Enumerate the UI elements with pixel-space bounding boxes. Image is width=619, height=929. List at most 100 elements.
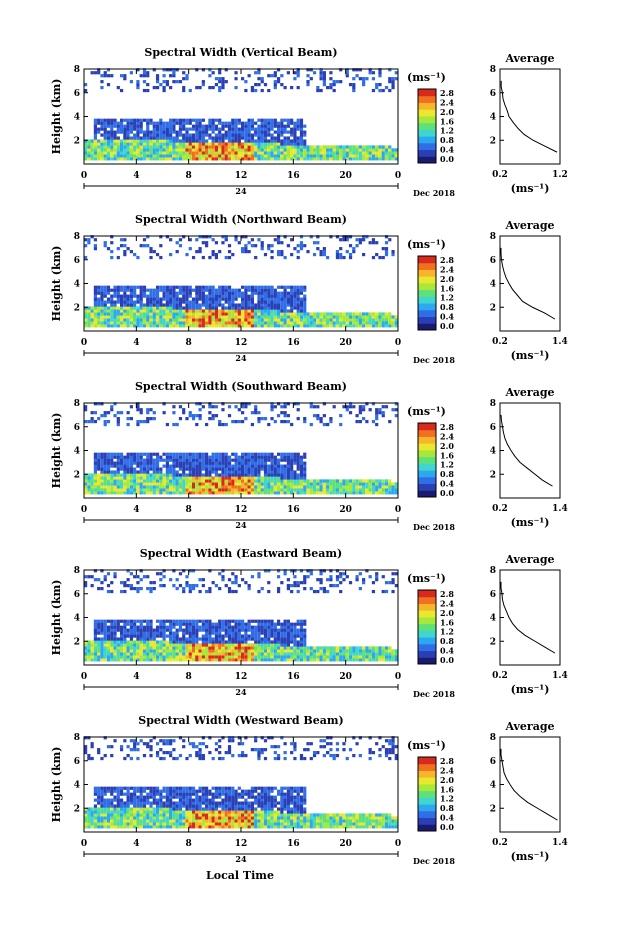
heatmap-cell — [355, 324, 359, 328]
heatmap-cell — [293, 634, 297, 638]
heatmap-cell — [270, 145, 274, 149]
heatmap-cell — [254, 83, 258, 87]
heatmap-cell — [188, 452, 192, 456]
heatmap-cell — [260, 288, 264, 292]
heatmap-cell — [178, 148, 183, 152]
heatmap-cell — [224, 154, 228, 158]
heatmap-cell — [348, 312, 353, 316]
heatmap-cell — [332, 658, 336, 662]
heatmap-cell — [106, 74, 111, 78]
heatmap-cell — [322, 402, 326, 406]
heatmap-cell — [237, 288, 241, 292]
heatmap-cell — [381, 247, 385, 251]
heatmap-cell — [218, 461, 222, 465]
heatmap-cell — [146, 473, 150, 477]
heatmap-cell — [218, 646, 222, 650]
heatmap-cell — [155, 479, 160, 483]
heatmap-cell — [234, 77, 238, 81]
heatmap-cell — [129, 297, 133, 301]
heatmap-cell — [273, 461, 277, 465]
heatmap-cell — [175, 464, 179, 468]
heatmap-cell — [139, 411, 143, 415]
heatmap-cell — [234, 139, 238, 143]
heatmap-cell — [113, 145, 117, 149]
heatmap-cell — [290, 130, 294, 134]
heatmap-cell — [257, 485, 261, 489]
heatmap-cell — [221, 291, 225, 295]
heatmap-cell — [312, 485, 317, 489]
heatmap-cell — [178, 324, 183, 328]
heatmap-cell — [293, 473, 297, 477]
heatmap-cell — [208, 625, 212, 629]
heatmap-cell — [211, 414, 215, 418]
heatmap-cell — [322, 145, 326, 149]
heatmap-cell — [384, 235, 389, 239]
heatmap-cell — [378, 485, 382, 489]
heatmap-cell — [93, 485, 98, 489]
heatmap-cell — [133, 655, 137, 659]
heatmap-cell — [175, 312, 179, 316]
heatmap-cell — [270, 255, 274, 260]
heatmap-cell — [126, 467, 130, 471]
heatmap-cell — [270, 136, 274, 140]
heatmap-cell — [241, 646, 245, 650]
heatmap-cell — [283, 649, 287, 653]
heatmap-cell — [250, 294, 255, 298]
heatmap-cell — [339, 482, 343, 486]
heatmap-cell — [119, 643, 124, 647]
heatmap-cell — [257, 300, 261, 304]
heatmap-cell — [93, 479, 98, 483]
heatmap-cell — [283, 306, 287, 310]
heatmap-cell — [263, 652, 268, 656]
heatmap-cell — [119, 473, 124, 477]
heatmap-cell — [133, 488, 137, 492]
heatmap-cell — [234, 238, 238, 242]
avg-y-tick-label: 2 — [490, 303, 496, 313]
heatmap-cell — [332, 80, 336, 84]
heatmap-cell — [152, 461, 156, 465]
heatmap-cell — [221, 655, 225, 659]
heatmap-cell — [355, 318, 359, 322]
heatmap-cell — [267, 321, 271, 325]
heatmap-cell — [319, 578, 323, 582]
heatmap-cell — [388, 491, 392, 495]
heatmap-cell — [84, 652, 88, 656]
heatmap-cell — [293, 157, 297, 161]
heatmap-cell — [241, 482, 245, 486]
heatmap-cell — [87, 238, 91, 242]
heatmap-cell — [283, 467, 287, 471]
heatmap-cell — [241, 405, 245, 409]
heatmap-cell — [172, 649, 176, 653]
heatmap-cell — [169, 312, 173, 316]
heatmap-cell — [152, 643, 156, 647]
heatmap-cell — [106, 458, 111, 462]
heatmap-cell — [296, 634, 300, 638]
heatmap-cell — [172, 130, 176, 134]
heatmap-cell — [146, 139, 150, 143]
heatmap-cell — [106, 68, 111, 72]
heatmap-cell — [110, 127, 114, 131]
heatmap-cell — [247, 250, 251, 254]
heatmap-cell — [296, 136, 300, 140]
heatmap-cell — [293, 625, 297, 629]
heatmap-cell — [254, 306, 258, 310]
heatmap-cell — [178, 491, 183, 495]
heatmap-cell — [335, 658, 340, 662]
x-tick-label: 0 — [395, 505, 401, 515]
heatmap-cell — [303, 658, 307, 662]
heatmap-cell — [276, 640, 281, 644]
heatmap-cell — [175, 145, 179, 149]
heatmap-cell — [244, 80, 248, 84]
heatmap-cell — [149, 622, 153, 626]
heatmap-cell — [185, 584, 189, 588]
heatmap-cell — [123, 655, 127, 659]
heatmap-cell — [322, 83, 326, 87]
heatmap-cell — [175, 315, 179, 319]
heatmap-cell — [119, 452, 124, 456]
heatmap-cell — [244, 318, 248, 322]
heatmap-cell — [106, 142, 111, 146]
heatmap-cell — [123, 154, 127, 158]
heatmap-cell — [394, 482, 398, 486]
heatmap-cell — [378, 74, 382, 78]
heatmap-cell — [146, 127, 150, 131]
